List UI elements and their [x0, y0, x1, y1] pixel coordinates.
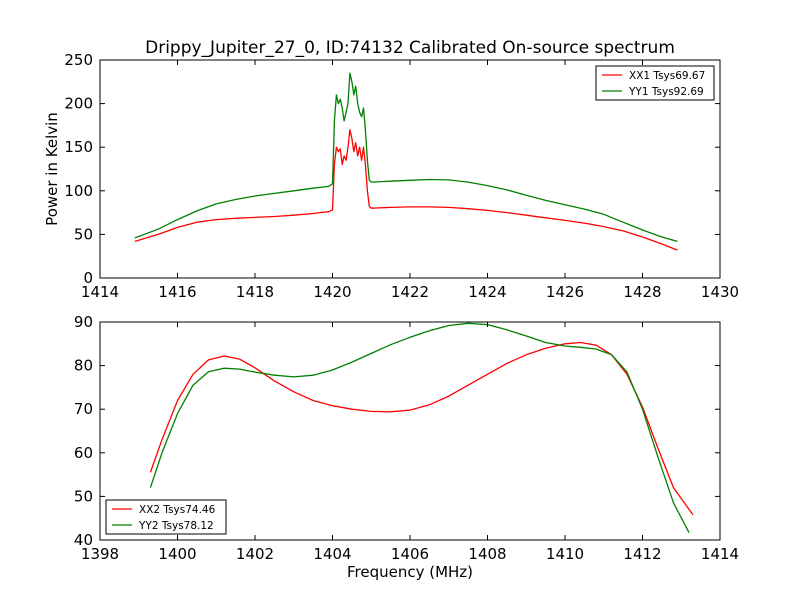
x-tick-label: 1402 [236, 545, 274, 563]
legend-entry: YY2 Tsys78.12 [138, 520, 214, 532]
x-tick-label: 1406 [391, 545, 429, 563]
x-tick-label: 1428 [623, 283, 661, 301]
x-tick-label: 1414 [701, 545, 739, 563]
y-tick-label: 40 [74, 531, 93, 549]
x-tick-label: 1404 [313, 545, 351, 563]
legend-box [595, 65, 715, 101]
x-tick-label: 1418 [236, 283, 274, 301]
x-tick-label: 1426 [546, 283, 584, 301]
x-tick-label: 1420 [313, 283, 351, 301]
legend-entry: XX1 Tsys69.67 [629, 70, 705, 82]
top-chart-panel: 1414 1416 1418 1420 1422 1424 1426 1428 1430 0 50 1… [43, 51, 739, 301]
x-tick-label: 1400 [158, 545, 196, 563]
x-tick-label: 1414 [81, 283, 119, 301]
x-tick-label: 1422 [391, 283, 429, 301]
x-tick-label: 1424 [468, 283, 506, 301]
y-tick-label: 50 [74, 487, 93, 505]
y-tick-label: 70 [74, 400, 93, 418]
figure-title: Drippy_Jupiter_27_0, ID:74132 Calibrated… [145, 38, 675, 58]
series-line-2 [149, 322, 690, 533]
y-axis-label: Power in Kelvin [43, 112, 61, 226]
y-tick-label: 0 [83, 269, 93, 287]
legend-box [105, 499, 227, 535]
y-tick-label: 60 [74, 444, 93, 462]
y-tick-label: 80 [74, 357, 93, 375]
y-tick-label: 150 [64, 138, 93, 156]
x-tick-label: 1410 [546, 545, 584, 563]
series-line-1 [134, 129, 678, 251]
y-tick-label: 200 [64, 95, 93, 113]
y-tick-label: 250 [64, 51, 93, 69]
x-tick-label: 1416 [158, 283, 196, 301]
y-tick-label: 50 [74, 225, 93, 243]
x-tick-label: 1430 [701, 283, 739, 301]
legend-entry: XX2 Tsys74.46 [139, 504, 216, 516]
x-tick-label: 1398 [81, 545, 119, 563]
series-line-2 [134, 72, 678, 243]
x-tick-label: 1412 [623, 545, 661, 563]
legend-entry: YY1 Tsys92.69 [628, 86, 704, 98]
legend: XX2 Tsys74.46 YY2 Tsys78.12 [105, 499, 227, 535]
x-axis-label: Frequency (MHz) [347, 563, 473, 581]
y-tick-label: 100 [64, 182, 93, 200]
legend: XX1 Tsys69.67 YY1 Tsys92.69 [595, 65, 715, 101]
y-tick-label: 90 [74, 313, 93, 331]
bottom-chart-panel: 1398 1400 1402 1404 1406 1408 1410 1412 1414 40 50… [74, 313, 739, 581]
x-tick-label: 1408 [468, 545, 506, 563]
